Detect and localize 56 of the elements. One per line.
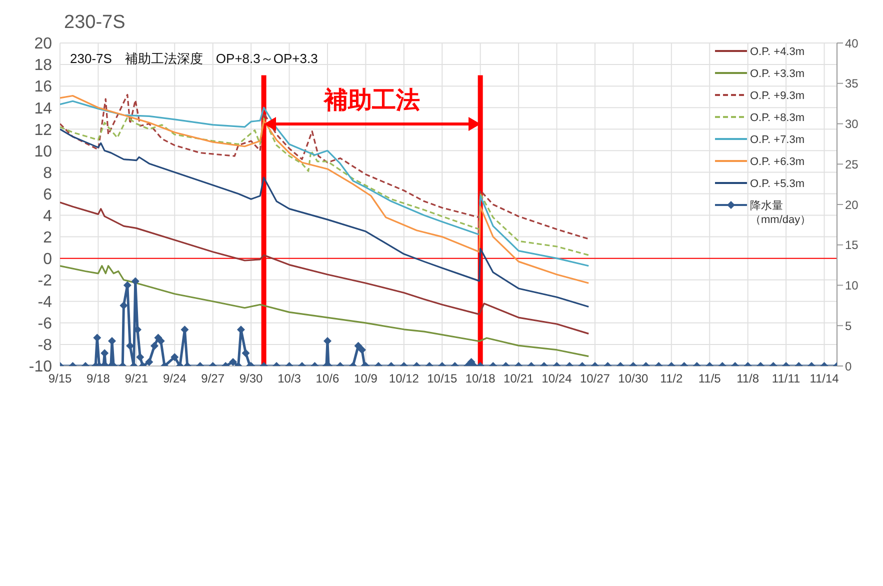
y-tick-label: 8 <box>43 164 52 182</box>
y2-tick-label: 5 <box>845 318 852 333</box>
y-tick-label: 2 <box>43 229 52 246</box>
y2-tick-label: 40 <box>845 36 859 50</box>
y2-tick-label: 20 <box>845 198 859 212</box>
text: 230-7S 補助工法深度 OP+8.3～OP+3.3 <box>70 50 318 68</box>
y-tick-label: -8 <box>38 337 52 354</box>
x-tick-label: 11/8 <box>736 372 760 386</box>
x-tick-label: 9/30 <box>239 372 264 386</box>
y-tick-label: 4 <box>43 208 52 225</box>
y-tick-label: 12 <box>34 122 52 139</box>
legend-label: O.P. +5.3m <box>750 177 806 191</box>
x-tick-label: 11/2 <box>660 372 683 386</box>
x-tick-label: 10/6 <box>316 372 340 386</box>
chart-title: 230-7S <box>64 12 126 34</box>
x-tick-label: 11/14 <box>810 372 840 386</box>
y2-tick-label: 25 <box>845 157 859 172</box>
x-tick-label: 9/21 <box>124 372 148 386</box>
y-tick-label: -2 <box>38 272 52 290</box>
y2-tick-label: 30 <box>845 117 859 132</box>
y-tick-label: -4 <box>38 294 52 312</box>
x-tick-label: 9/24 <box>162 372 187 386</box>
y2-tick-label: 0 <box>845 359 852 374</box>
legend-label: O.P. +8.3m <box>750 111 806 125</box>
y-tick-label: 14 <box>34 100 52 118</box>
y-tick-label: 0 <box>43 251 52 268</box>
legend-label: O.P. +3.3m <box>750 67 806 81</box>
legend-label: O.P. +7.3m <box>750 133 806 147</box>
y2-tick-label: 35 <box>845 76 859 91</box>
y-tick-label: 6 <box>43 186 52 204</box>
y-tick-label: 20 <box>34 36 52 53</box>
x-tick-label: 9/18 <box>86 372 110 386</box>
x-tick-label: 10/3 <box>278 372 302 386</box>
y-tick-label: 16 <box>34 78 52 96</box>
legend-label: O.P. +4.3m <box>750 45 806 59</box>
x-tick-label: 10/24 <box>542 372 572 386</box>
x-tick-label: 10/9 <box>354 372 378 386</box>
x-tick-label: 10/21 <box>504 372 534 386</box>
x-tick-label: 9/15 <box>48 372 72 386</box>
x-tick-label: 10/18 <box>465 372 496 386</box>
legend-label: O.P. +9.3m <box>750 89 806 103</box>
y-tick-label: -6 <box>38 316 52 333</box>
y-tick-label: 10 <box>34 143 52 160</box>
legend-label: O.P. +6.3m <box>750 155 806 169</box>
x-tick-label: 10/27 <box>580 372 610 386</box>
x-tick-label: 9/27 <box>201 372 225 386</box>
legend-label: 降水量（mm/day） <box>750 199 812 227</box>
x-tick-label: 11/5 <box>698 372 722 386</box>
x-tick-label: 10/15 <box>427 372 458 386</box>
y2-tick-label: 15 <box>845 238 859 252</box>
x-tick-label: 11/11 <box>772 372 800 386</box>
x-tick-label: 10/12 <box>388 372 420 386</box>
annotation: 補助工法 <box>322 86 422 116</box>
x-tick-label: 10/30 <box>618 372 649 386</box>
y2-tick-label: 10 <box>845 278 859 293</box>
y-tick-label: 18 <box>34 57 52 74</box>
